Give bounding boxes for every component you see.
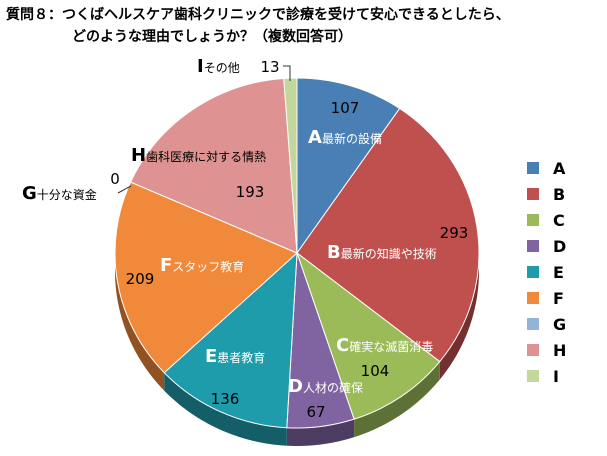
pie-slice-a bbox=[296, 77, 401, 255]
leader-line-i bbox=[283, 65, 291, 81]
slice-label-d: D人材の確保 bbox=[288, 376, 363, 397]
legend-swatch-a bbox=[527, 162, 539, 174]
pie-slice-b bbox=[296, 107, 480, 363]
pie-slice-e bbox=[163, 251, 298, 429]
slice-label-c: C確実な滅菌消毒 bbox=[336, 335, 433, 356]
leader-line-g bbox=[117, 185, 132, 194]
legend-swatch-b bbox=[527, 188, 539, 200]
legend-item-b: B bbox=[527, 181, 566, 207]
legend-swatch-i bbox=[527, 370, 539, 382]
slice-label-g: G十分な資金 bbox=[22, 183, 97, 204]
pie-slice-c bbox=[295, 251, 441, 420]
pie-slice-f bbox=[114, 181, 298, 374]
pie-slice-h bbox=[129, 77, 298, 254]
pie-side-b bbox=[439, 253, 479, 380]
legend-item-f: F bbox=[527, 285, 566, 311]
pie-side-e bbox=[164, 372, 287, 446]
legend-label-d: D bbox=[553, 236, 567, 256]
legend-swatch-g bbox=[527, 318, 539, 330]
legend-label-a: A bbox=[553, 158, 566, 178]
legend-item-c: C bbox=[527, 207, 566, 233]
slice-value-c: 104 bbox=[361, 362, 390, 380]
pie-side-d bbox=[286, 419, 355, 446]
slice-value-g: 0 bbox=[110, 170, 120, 188]
slice-value-a: 107 bbox=[331, 99, 360, 117]
slice-label-e: E患者教育 bbox=[205, 346, 265, 367]
chart-title-line-2: どのような理由でしょうか？（複数回答可） bbox=[72, 29, 352, 45]
pie-slices bbox=[114, 77, 480, 429]
legend-swatch-h bbox=[527, 344, 539, 356]
slice-label-f: Fスタッフ教育 bbox=[160, 255, 244, 276]
legend-item-d: D bbox=[527, 233, 566, 259]
slice-value-f: 209 bbox=[126, 270, 155, 288]
legend-swatch-c bbox=[527, 214, 539, 226]
legend-swatch-e bbox=[527, 266, 539, 278]
slice-label-a: A最新の設備 bbox=[308, 127, 382, 148]
legend-swatch-f bbox=[527, 292, 539, 304]
legend-label-c: C bbox=[553, 210, 565, 230]
legend-label-f: F bbox=[553, 288, 564, 308]
leader-lines bbox=[117, 65, 291, 194]
legend-label-e: E bbox=[553, 262, 564, 282]
legend-item-a: A bbox=[527, 155, 566, 181]
legend-item-h: H bbox=[527, 337, 566, 363]
slice-value-d: 67 bbox=[306, 403, 325, 421]
slice-value-h: 193 bbox=[236, 183, 265, 201]
slice-label-i: Iその他 bbox=[197, 56, 240, 77]
legend-swatch-d bbox=[527, 240, 539, 252]
legend-label-g: G bbox=[553, 314, 567, 334]
legend-label-h: H bbox=[553, 340, 567, 360]
legend-label-b: B bbox=[553, 184, 566, 204]
chart-title-line-1: 質問８：つくばヘルスケア歯科クリニックで診療を受けて安心できるとしたら、 bbox=[6, 7, 510, 23]
legend-item-g: G bbox=[527, 311, 566, 337]
legend-item-i: I bbox=[527, 363, 566, 389]
legend-label-i: I bbox=[553, 366, 559, 386]
slice-label-b: B最新の知識や技術 bbox=[327, 242, 437, 263]
pie-side-f bbox=[115, 253, 165, 391]
slice-value-e: 136 bbox=[211, 390, 240, 408]
slice-label-h: H歯科医療に対する情熱 bbox=[131, 145, 266, 166]
legend-item-e: E bbox=[527, 259, 566, 285]
slice-value-i: 13 bbox=[260, 58, 279, 76]
slice-value-b: 293 bbox=[440, 224, 469, 242]
